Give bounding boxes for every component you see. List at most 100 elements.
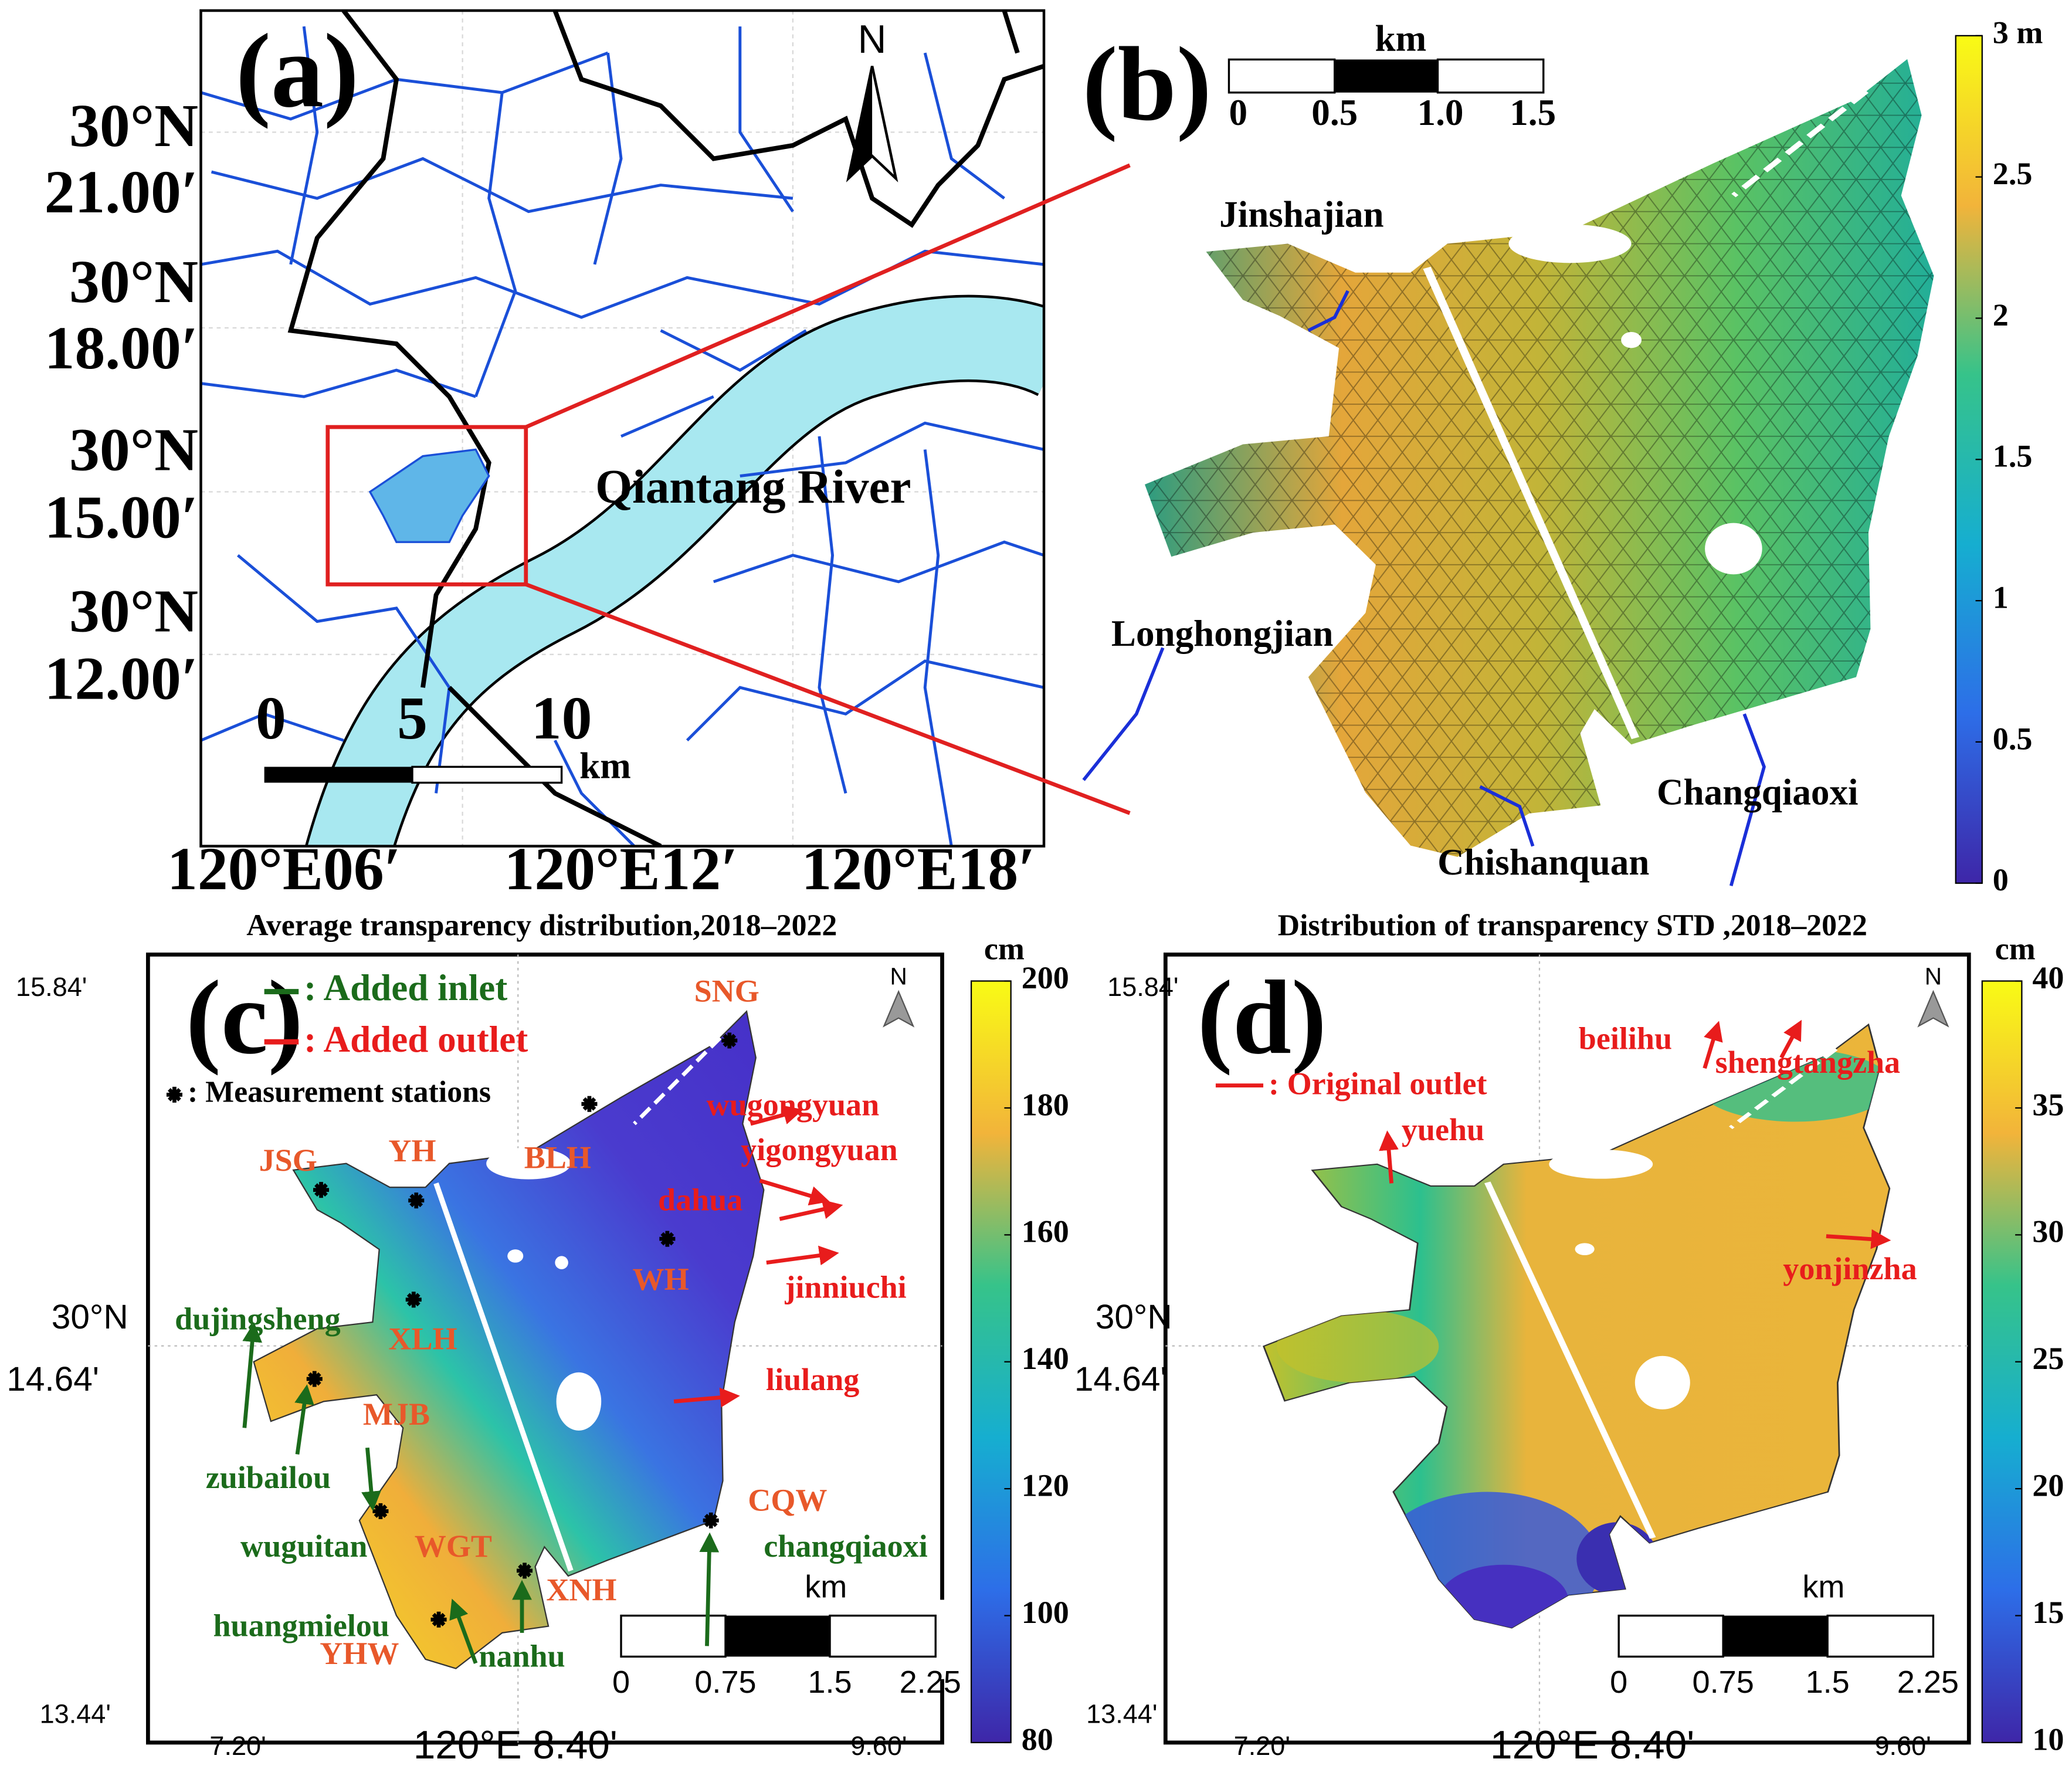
outlet-label: yonjinzha bbox=[1783, 1251, 1917, 1286]
colorbar-tick-label: 180 bbox=[1022, 1087, 1069, 1122]
station-marker bbox=[659, 1231, 676, 1247]
map-line bbox=[1082, 647, 1165, 781]
lat-label: 30°N bbox=[69, 578, 198, 645]
map-line bbox=[1729, 713, 1766, 887]
colorbar-tick-label: 160 bbox=[1022, 1214, 1069, 1249]
colorbar-tick-label: 35 bbox=[2032, 1087, 2064, 1122]
map-line bbox=[1002, 11, 1020, 54]
colorbar-tick-label: 40 bbox=[2032, 960, 2064, 995]
north-arrow bbox=[883, 989, 915, 1028]
outlet-label: beilihu bbox=[1579, 1021, 1672, 1056]
outlet-label: jinniuchi bbox=[784, 1269, 906, 1304]
colorbar-tick-label: 1 bbox=[1993, 580, 2009, 615]
station-marker bbox=[408, 1192, 425, 1209]
map-line bbox=[686, 659, 1045, 742]
lon-label: 120°E 8.40' bbox=[413, 1723, 618, 1767]
scale-tick-label: 0.75 bbox=[694, 1665, 756, 1700]
lon-label: 120°E 8.40' bbox=[1490, 1723, 1694, 1767]
map-line bbox=[738, 26, 794, 213]
inlet-label: nanhu bbox=[479, 1638, 565, 1673]
scale-bar-black bbox=[1334, 59, 1438, 93]
arrow bbox=[1703, 1021, 1723, 1069]
colorbar-tick-label: 80 bbox=[1022, 1721, 1053, 1757]
scale-tick-label: 0 bbox=[256, 685, 286, 752]
zoom-box bbox=[325, 425, 528, 587]
map-line bbox=[201, 712, 344, 742]
lake bbox=[1263, 1024, 1891, 1629]
island bbox=[1508, 224, 1632, 263]
map-line bbox=[1276, 1310, 1439, 1383]
map-line bbox=[1307, 290, 1349, 333]
place-label: Longhongjian bbox=[1111, 613, 1334, 654]
outlet-label: liulang bbox=[766, 1362, 859, 1397]
place-label: Jinshajian bbox=[1219, 194, 1383, 235]
island bbox=[507, 1249, 524, 1263]
island bbox=[555, 1256, 568, 1269]
lat-label: 30°N bbox=[69, 93, 198, 160]
panel-label: (d) bbox=[1198, 958, 1327, 1076]
station-label: CQW bbox=[748, 1482, 827, 1517]
colorbar-tick-label: 25 bbox=[2032, 1341, 2064, 1376]
zoom-line bbox=[525, 582, 1131, 815]
legend-label: : Measurement stations bbox=[188, 1075, 491, 1109]
north-arrow bbox=[1917, 989, 1949, 1028]
lat-label: 30°N bbox=[1096, 1298, 1172, 1336]
island bbox=[486, 1147, 571, 1180]
arrow bbox=[242, 1322, 262, 1428]
inlet-label: zuibailou bbox=[206, 1460, 331, 1495]
lon-label: 7.20' bbox=[1234, 1731, 1290, 1761]
lat-label: 15.84' bbox=[16, 972, 87, 1002]
arrow bbox=[759, 1178, 830, 1206]
colorbar-tick-label: 140 bbox=[1022, 1341, 1069, 1376]
station-marker bbox=[516, 1563, 533, 1579]
river-label: Qiantang River bbox=[595, 460, 911, 513]
colorbar-tick-label: 0.5 bbox=[1993, 721, 2033, 756]
scale-unit: km bbox=[805, 1570, 847, 1605]
lat-label: 30°N bbox=[69, 249, 198, 316]
island bbox=[1634, 1355, 1690, 1409]
arrow bbox=[766, 1245, 839, 1266]
panel-label: (b) bbox=[1083, 25, 1212, 143]
scale-bar-white bbox=[1617, 1614, 1724, 1658]
arrow bbox=[294, 1384, 314, 1455]
island bbox=[1549, 1150, 1653, 1179]
map-line bbox=[713, 540, 1045, 584]
island bbox=[556, 1372, 602, 1431]
station-label: YHW bbox=[320, 1636, 399, 1671]
lon-label: 7.20' bbox=[209, 1731, 266, 1761]
place-label: Chishanquan bbox=[1437, 842, 1649, 883]
station-marker bbox=[372, 1503, 389, 1519]
causeway bbox=[633, 1036, 722, 1126]
scale-unit: km bbox=[579, 745, 631, 786]
map-line bbox=[236, 554, 451, 794]
panel-title: Average transparency distribution,2018–2… bbox=[246, 909, 837, 942]
station-marker bbox=[703, 1512, 719, 1529]
map-line bbox=[554, 740, 636, 846]
scale-tick-label: 0 bbox=[612, 1665, 630, 1700]
panel-d bbox=[1163, 953, 1971, 1745]
colorbar-tick-label: 3 m bbox=[1993, 15, 2043, 50]
station-marker bbox=[581, 1096, 598, 1112]
map-line bbox=[740, 421, 1045, 477]
lat-label: 13.44' bbox=[40, 1699, 111, 1729]
lon-label: 120°E06′ bbox=[167, 836, 401, 903]
station-label: XNH bbox=[546, 1573, 616, 1608]
station-label: WGT bbox=[415, 1529, 492, 1564]
panel-label: (c) bbox=[186, 958, 303, 1076]
scale-bar-black bbox=[264, 767, 412, 783]
lat-label: 13.44' bbox=[1086, 1699, 1157, 1729]
lat-label: 18.00′ bbox=[45, 315, 198, 382]
arrow bbox=[449, 1598, 478, 1664]
colorbar-tick-label: 2 bbox=[1993, 297, 2009, 333]
station-marker bbox=[405, 1292, 422, 1308]
map-line bbox=[923, 52, 1005, 200]
scale-bar-white bbox=[1436, 58, 1545, 94]
lat-label: 21.00′ bbox=[45, 159, 198, 226]
colorbar-unit: cm bbox=[984, 931, 1025, 966]
scale-tick-label: 0.5 bbox=[1311, 92, 1358, 133]
island bbox=[1621, 331, 1642, 348]
river bbox=[307, 297, 1045, 846]
panel-label: (a) bbox=[236, 12, 359, 129]
